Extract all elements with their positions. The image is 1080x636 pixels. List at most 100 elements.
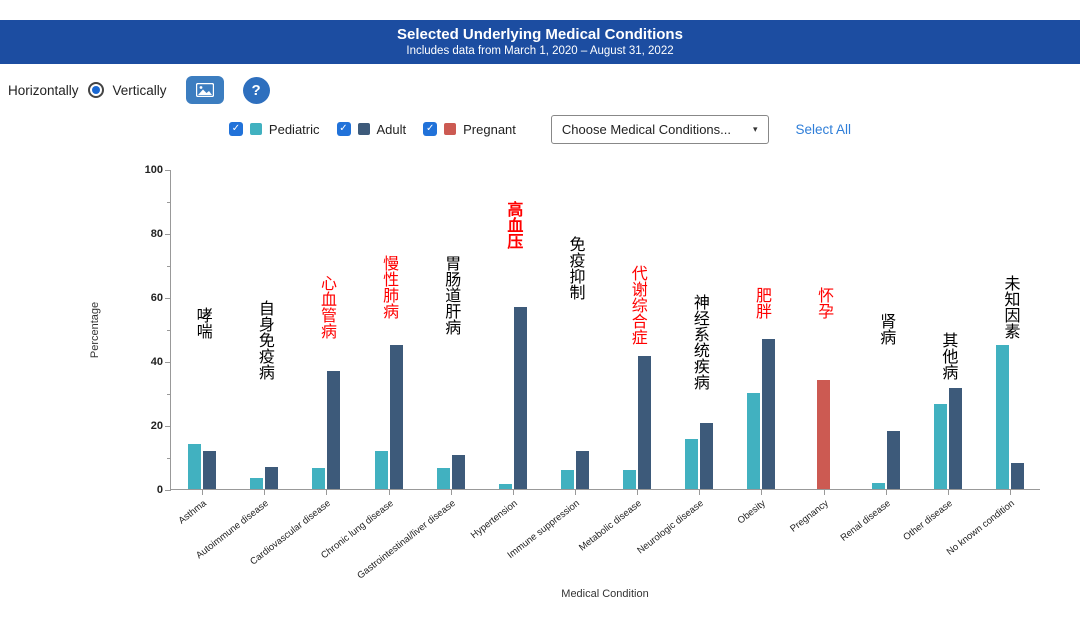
bar-adult[interactable] bbox=[327, 370, 341, 489]
y-axis-tick bbox=[165, 234, 171, 235]
bar-adult[interactable] bbox=[513, 306, 527, 489]
condition-annotation: 哮喘 bbox=[193, 306, 211, 339]
bar-pediatric[interactable] bbox=[560, 469, 574, 489]
y-axis-minor-tick bbox=[167, 266, 171, 267]
x-axis-tick bbox=[885, 490, 887, 495]
y-axis-tick bbox=[165, 426, 171, 427]
chevron-down-icon: ▾ bbox=[753, 123, 758, 134]
x-axis-tick-label: Gastrointestinal/liver disease bbox=[354, 498, 458, 582]
x-axis-tick bbox=[264, 490, 266, 495]
pediatric-legend-label: Pediatric bbox=[268, 121, 320, 137]
bar-adult[interactable] bbox=[389, 345, 403, 489]
y-axis-minor-tick bbox=[167, 330, 171, 331]
x-axis-tick-label: Cardiovascular disease bbox=[248, 498, 334, 568]
orientation-vertical-label[interactable]: Vertically bbox=[112, 82, 167, 98]
y-axis-minor-tick bbox=[167, 458, 171, 459]
bar-adult[interactable] bbox=[700, 423, 714, 489]
y-axis-tick-label: 0 bbox=[156, 484, 163, 496]
conditions-dropdown-label: Choose Medical Conditions... bbox=[561, 121, 731, 137]
pediatric-swatch bbox=[249, 123, 262, 135]
x-axis-tick bbox=[761, 490, 763, 495]
chart-legend: ✓ Pediatric ✓ Adult ✓ Pregnant Choose Me… bbox=[0, 114, 1080, 144]
condition-annotation: 自身免疫病 bbox=[255, 300, 273, 381]
condition-annotation: 慢性肺病 bbox=[380, 255, 398, 320]
y-axis-tick-label: 80 bbox=[150, 228, 163, 240]
bar-pediatric[interactable] bbox=[623, 469, 637, 489]
header-banner: Selected Underlying Medical Conditions I… bbox=[0, 20, 1080, 64]
x-axis-tick bbox=[326, 490, 328, 495]
bar-pediatric[interactable] bbox=[498, 484, 512, 489]
y-axis-tick bbox=[165, 170, 171, 171]
x-axis-tick bbox=[947, 490, 949, 495]
select-all-link[interactable]: Select All bbox=[795, 121, 852, 137]
bar-adult[interactable] bbox=[1010, 463, 1024, 489]
bar-adult[interactable] bbox=[203, 450, 217, 489]
help-button[interactable]: ? bbox=[242, 76, 270, 104]
bar-pediatric[interactable] bbox=[995, 345, 1009, 489]
conditions-dropdown[interactable]: Choose Medical Conditions... ▾ bbox=[550, 114, 769, 144]
condition-annotation: 其他病 bbox=[939, 332, 957, 381]
question-mark-icon: ? bbox=[251, 81, 261, 99]
x-axis-tick-label: Hypertension bbox=[468, 498, 520, 542]
adult-swatch bbox=[357, 123, 370, 135]
condition-annotation: 未知因素 bbox=[1001, 274, 1019, 339]
x-axis-tick bbox=[202, 490, 204, 495]
bar-pregnant[interactable] bbox=[817, 380, 830, 489]
bar-pediatric[interactable] bbox=[685, 439, 699, 489]
condition-annotation: 胃肠道肝病 bbox=[442, 255, 460, 336]
page-subtitle: Includes data from March 1, 2020 – Augus… bbox=[406, 45, 674, 57]
orientation-vertical-radio[interactable] bbox=[87, 82, 104, 98]
x-axis-tick bbox=[637, 490, 639, 495]
x-axis-tick-label: No known condition bbox=[944, 498, 1017, 558]
bar-adult[interactable] bbox=[886, 431, 900, 489]
condition-annotation: 肾病 bbox=[877, 313, 895, 345]
bar-pediatric[interactable] bbox=[747, 393, 761, 489]
bar-pediatric[interactable] bbox=[250, 477, 264, 489]
bar-adult[interactable] bbox=[762, 338, 776, 489]
bar-pediatric[interactable] bbox=[374, 450, 388, 489]
adult-checkbox[interactable]: ✓ bbox=[336, 122, 351, 136]
pediatric-checkbox[interactable]: ✓ bbox=[228, 122, 243, 136]
bar-pediatric[interactable] bbox=[188, 444, 202, 489]
y-axis-tick bbox=[165, 298, 171, 299]
x-axis-title: Medical Condition bbox=[561, 588, 649, 600]
bar-adult[interactable] bbox=[638, 356, 652, 489]
x-axis-tick-label: Pregnancy bbox=[787, 498, 831, 535]
bar-chart: Percentage Medical Condition 0 20 40 60 80 10… bbox=[0, 150, 1080, 610]
condition-annotation: 心血管病 bbox=[317, 274, 335, 339]
y-axis-tick bbox=[165, 490, 171, 491]
x-axis-tick bbox=[450, 490, 452, 495]
x-axis-tick bbox=[512, 490, 514, 495]
x-axis-tick bbox=[574, 490, 576, 495]
x-axis-tick bbox=[1009, 490, 1011, 495]
bar-adult[interactable] bbox=[451, 455, 465, 489]
x-axis-tick-label: Autoimmune disease bbox=[194, 498, 271, 562]
condition-annotation: 免疫抑制 bbox=[566, 236, 584, 301]
image-icon bbox=[195, 83, 214, 97]
pregnant-legend-label: Pregnant bbox=[463, 121, 516, 137]
y-axis-tick-label: 100 bbox=[144, 164, 163, 176]
bar-pediatric[interactable] bbox=[871, 482, 885, 489]
condition-annotation: 怀孕 bbox=[815, 287, 833, 320]
export-image-button[interactable] bbox=[185, 76, 224, 104]
bar-pediatric[interactable] bbox=[933, 404, 947, 489]
x-axis-tick-label: Asthma bbox=[176, 498, 209, 527]
x-axis-tick bbox=[823, 490, 825, 495]
x-axis-tick-label: Renal disease bbox=[838, 498, 893, 544]
bar-pediatric[interactable] bbox=[436, 468, 450, 489]
orientation-controls: Horizontally Vertically ? bbox=[0, 64, 1080, 104]
y-axis-tick-label: 60 bbox=[150, 292, 163, 304]
bar-adult[interactable] bbox=[575, 450, 589, 489]
y-axis-tick-label: 20 bbox=[150, 420, 163, 432]
bar-pediatric[interactable] bbox=[312, 468, 326, 489]
condition-annotation: 高血压 bbox=[504, 201, 522, 249]
x-axis-tick-label: Chronic lung disease bbox=[318, 498, 396, 562]
pregnant-checkbox[interactable]: ✓ bbox=[423, 122, 438, 136]
bar-adult[interactable] bbox=[948, 388, 962, 489]
orientation-horizontal-label[interactable]: Horizontally bbox=[8, 82, 79, 98]
bar-adult[interactable] bbox=[265, 466, 279, 489]
x-axis-tick-label: Other disease bbox=[901, 498, 955, 544]
page-title: Selected Underlying Medical Conditions bbox=[397, 26, 683, 43]
condition-annotation: 代谢综合症 bbox=[628, 265, 646, 345]
x-axis-tick bbox=[388, 490, 390, 495]
